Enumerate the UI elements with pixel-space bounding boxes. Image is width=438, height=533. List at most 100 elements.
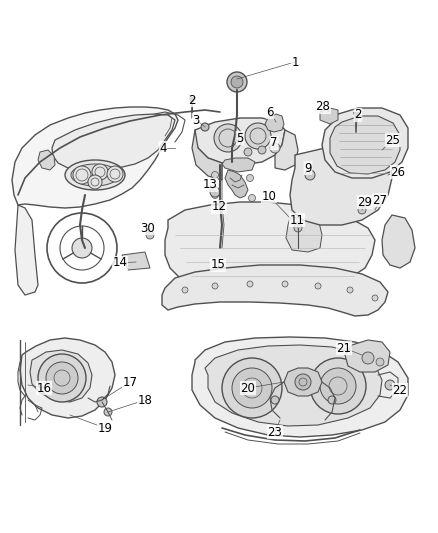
Polygon shape — [345, 340, 390, 372]
Text: 12: 12 — [212, 200, 226, 214]
Polygon shape — [225, 170, 248, 198]
Circle shape — [227, 72, 247, 92]
Circle shape — [72, 238, 92, 258]
Polygon shape — [320, 108, 338, 124]
Circle shape — [97, 397, 107, 407]
Circle shape — [347, 287, 353, 293]
Polygon shape — [165, 202, 375, 292]
Text: 29: 29 — [357, 196, 372, 208]
Circle shape — [270, 143, 280, 153]
Polygon shape — [192, 337, 408, 437]
Text: 25: 25 — [385, 133, 400, 147]
Circle shape — [320, 368, 356, 404]
Circle shape — [295, 374, 311, 390]
Polygon shape — [222, 158, 255, 172]
Circle shape — [222, 358, 282, 418]
Polygon shape — [20, 338, 115, 418]
Text: 1: 1 — [291, 55, 299, 69]
Text: 28: 28 — [315, 101, 330, 114]
Circle shape — [258, 146, 266, 154]
Text: 2: 2 — [354, 109, 362, 122]
Polygon shape — [12, 107, 178, 208]
Polygon shape — [322, 108, 408, 178]
Circle shape — [282, 281, 288, 287]
Circle shape — [245, 123, 271, 149]
Polygon shape — [38, 150, 55, 170]
Polygon shape — [290, 148, 392, 225]
Circle shape — [212, 283, 218, 289]
Text: 4: 4 — [159, 141, 167, 155]
Text: 9: 9 — [304, 161, 312, 174]
Circle shape — [201, 123, 209, 131]
Circle shape — [212, 172, 219, 179]
Text: 3: 3 — [192, 114, 200, 126]
Ellipse shape — [65, 160, 125, 190]
Polygon shape — [195, 118, 285, 165]
Text: 18: 18 — [138, 393, 152, 407]
Circle shape — [244, 148, 252, 156]
Text: 2: 2 — [188, 93, 196, 107]
Circle shape — [146, 231, 154, 239]
Circle shape — [231, 76, 243, 88]
Text: 11: 11 — [290, 214, 304, 227]
Text: 7: 7 — [270, 136, 278, 149]
Circle shape — [232, 368, 272, 408]
Circle shape — [372, 295, 378, 301]
Circle shape — [222, 206, 229, 214]
Text: 5: 5 — [237, 132, 244, 144]
Circle shape — [247, 281, 253, 287]
Text: 20: 20 — [240, 382, 255, 394]
Text: 27: 27 — [372, 193, 388, 206]
Circle shape — [210, 187, 220, 197]
Polygon shape — [162, 265, 388, 316]
Circle shape — [248, 195, 255, 201]
Text: 16: 16 — [36, 382, 52, 394]
Circle shape — [328, 396, 336, 404]
Polygon shape — [205, 345, 382, 426]
Circle shape — [214, 124, 242, 152]
Polygon shape — [284, 368, 322, 396]
Ellipse shape — [71, 164, 119, 186]
Text: 19: 19 — [98, 422, 113, 434]
Polygon shape — [330, 116, 400, 174]
Polygon shape — [52, 114, 175, 170]
Polygon shape — [30, 350, 92, 402]
Circle shape — [92, 164, 108, 180]
Circle shape — [88, 175, 102, 189]
Polygon shape — [286, 218, 322, 252]
Circle shape — [362, 352, 374, 364]
Circle shape — [182, 287, 188, 293]
Text: 26: 26 — [391, 166, 406, 179]
Circle shape — [310, 358, 366, 414]
Text: 10: 10 — [261, 190, 276, 203]
Circle shape — [376, 358, 384, 366]
Text: 6: 6 — [266, 106, 274, 118]
Circle shape — [46, 362, 78, 394]
Text: 30: 30 — [141, 222, 155, 235]
Text: 21: 21 — [336, 342, 352, 354]
Polygon shape — [275, 130, 298, 170]
Circle shape — [385, 380, 395, 390]
Polygon shape — [122, 252, 150, 270]
Circle shape — [212, 191, 219, 198]
Text: 14: 14 — [113, 256, 127, 270]
Polygon shape — [382, 215, 415, 268]
Circle shape — [241, 212, 248, 219]
Text: 22: 22 — [392, 384, 407, 397]
Circle shape — [315, 283, 321, 289]
Polygon shape — [15, 205, 38, 295]
Circle shape — [107, 166, 123, 182]
Circle shape — [294, 224, 302, 232]
Circle shape — [104, 408, 112, 416]
Polygon shape — [192, 130, 222, 180]
Circle shape — [305, 170, 315, 180]
Polygon shape — [265, 114, 284, 132]
Text: 23: 23 — [268, 425, 283, 439]
Circle shape — [358, 206, 366, 214]
Text: 17: 17 — [123, 376, 138, 389]
Circle shape — [271, 396, 279, 404]
Circle shape — [247, 174, 254, 182]
Circle shape — [38, 354, 86, 402]
Text: 15: 15 — [211, 259, 226, 271]
Text: 13: 13 — [202, 179, 217, 191]
